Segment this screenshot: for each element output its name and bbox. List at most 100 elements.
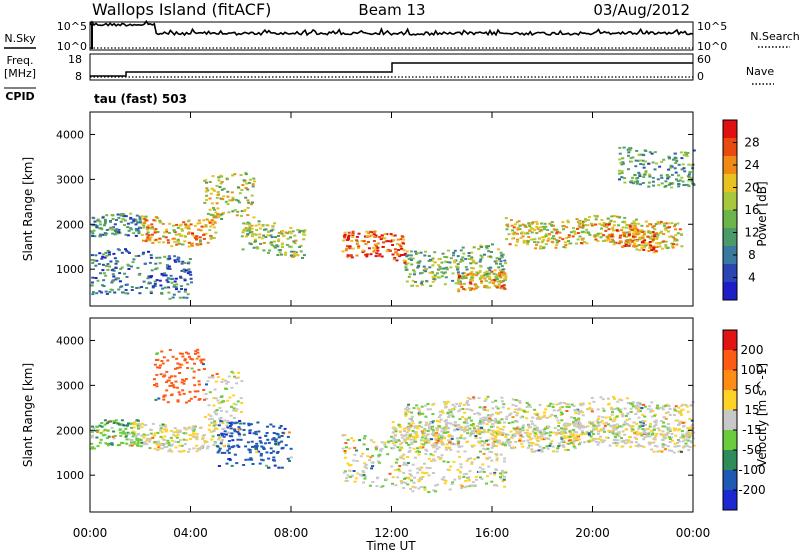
ytick-label: 4000 [56, 334, 84, 347]
heatmap-cell [636, 229, 640, 232]
date-title: 03/Aug/2012 [593, 1, 690, 19]
heatmap-cell [407, 426, 411, 429]
heatmap-cell [190, 281, 193, 284]
heatmap-cell [557, 445, 561, 448]
heatmap-cell [403, 481, 407, 484]
heatmap-cell [361, 470, 365, 473]
heatmap-cell [495, 286, 499, 289]
heatmap-cell [404, 266, 408, 269]
heatmap-cell [264, 228, 268, 231]
heatmap-cell [230, 421, 234, 424]
heatmap-cell [620, 229, 624, 232]
heatmap-cell [485, 275, 489, 278]
heatmap-cell [184, 428, 188, 431]
colorbar-swatch [723, 450, 737, 471]
heatmap-cell [516, 408, 520, 411]
heatmap-cell [206, 212, 210, 215]
heatmap-cell [654, 413, 658, 416]
heatmap-cell [477, 422, 481, 425]
heatmap-cell [150, 275, 153, 278]
heatmap-cell [420, 466, 424, 469]
heatmap-cell [588, 406, 592, 409]
heatmap-cell [101, 255, 105, 258]
heatmap-cell [110, 214, 114, 217]
heatmap-cell [127, 268, 131, 270]
heatmap-cell [346, 239, 350, 241]
heatmap-cell [380, 441, 384, 444]
heatmap-cell [431, 257, 435, 260]
heatmap-cell [456, 267, 459, 270]
heatmap-cell [559, 444, 563, 447]
heatmap-cell [461, 408, 465, 410]
heatmap-cell [158, 256, 162, 259]
heatmap-cell [106, 437, 109, 440]
heatmap-cell [526, 446, 530, 449]
heatmap-cell [384, 240, 388, 243]
heatmap-cell [444, 419, 448, 422]
heatmap-cell [243, 209, 246, 212]
heatmap-cell [151, 436, 155, 439]
heatmap-cell [485, 286, 489, 289]
heatmap-cell [269, 423, 273, 426]
heatmap-cell [124, 233, 128, 236]
heatmap-cell [670, 449, 674, 452]
heatmap-cell [426, 403, 430, 405]
heatmap-cell [415, 285, 419, 287]
heatmap-cell [147, 281, 151, 284]
heatmap-cell [403, 261, 407, 264]
heatmap-cell [125, 249, 129, 252]
heatmap-cell [613, 424, 617, 427]
heatmap-cell [114, 262, 118, 265]
heatmap-cell [138, 424, 142, 427]
heatmap-cell [362, 474, 366, 476]
heatmap-cell [218, 436, 221, 439]
heatmap-cell [288, 230, 291, 233]
heatmap-cell [362, 240, 366, 243]
heatmap-cell [118, 272, 122, 275]
heatmap-cell [431, 272, 435, 275]
heatmap-cell [165, 381, 168, 384]
heatmap-cell [389, 240, 393, 243]
heatmap-cell [102, 224, 106, 227]
heatmap-cell [167, 255, 171, 258]
heatmap-cell [102, 233, 105, 236]
heatmap-cell [182, 268, 186, 271]
heatmap-cell [583, 441, 587, 444]
heatmap-cell [199, 359, 203, 362]
heatmap-cell [572, 428, 576, 431]
heatmap-cell [198, 239, 202, 242]
heatmap-cell [483, 286, 487, 289]
colorbar-swatch [723, 390, 737, 411]
heatmap-cell [642, 230, 646, 233]
heatmap-cell [663, 425, 667, 428]
heatmap-cell [459, 463, 463, 466]
heatmap-cell [642, 154, 646, 157]
heatmap-cell [593, 234, 597, 237]
heatmap-cell [533, 432, 537, 435]
heatmap-cell [386, 453, 390, 456]
heatmap-cell [686, 184, 690, 187]
heatmap-cell [240, 189, 244, 191]
heatmap-cell [604, 229, 608, 232]
heatmap-cell [548, 233, 551, 236]
heatmap-cell [253, 238, 257, 241]
heatmap-cell [533, 435, 537, 437]
heatmap-cell [379, 238, 383, 241]
heatmap-cell [422, 265, 426, 268]
heatmap-cell [437, 456, 440, 459]
heatmap-cell [145, 233, 149, 236]
heatmap-cell [187, 261, 191, 264]
heatmap-cell [134, 218, 137, 221]
heatmap-cell [638, 410, 642, 413]
heatmap-cell [102, 430, 106, 433]
heatmap-cell [107, 228, 111, 231]
heatmap-cell [615, 423, 619, 426]
heatmap-cell [677, 174, 681, 177]
heatmap-cell [186, 293, 190, 296]
heatmap-cell [474, 435, 478, 437]
heatmap-cell [165, 442, 169, 445]
heatmap-cell [490, 270, 494, 273]
heatmap-cell [488, 272, 492, 275]
